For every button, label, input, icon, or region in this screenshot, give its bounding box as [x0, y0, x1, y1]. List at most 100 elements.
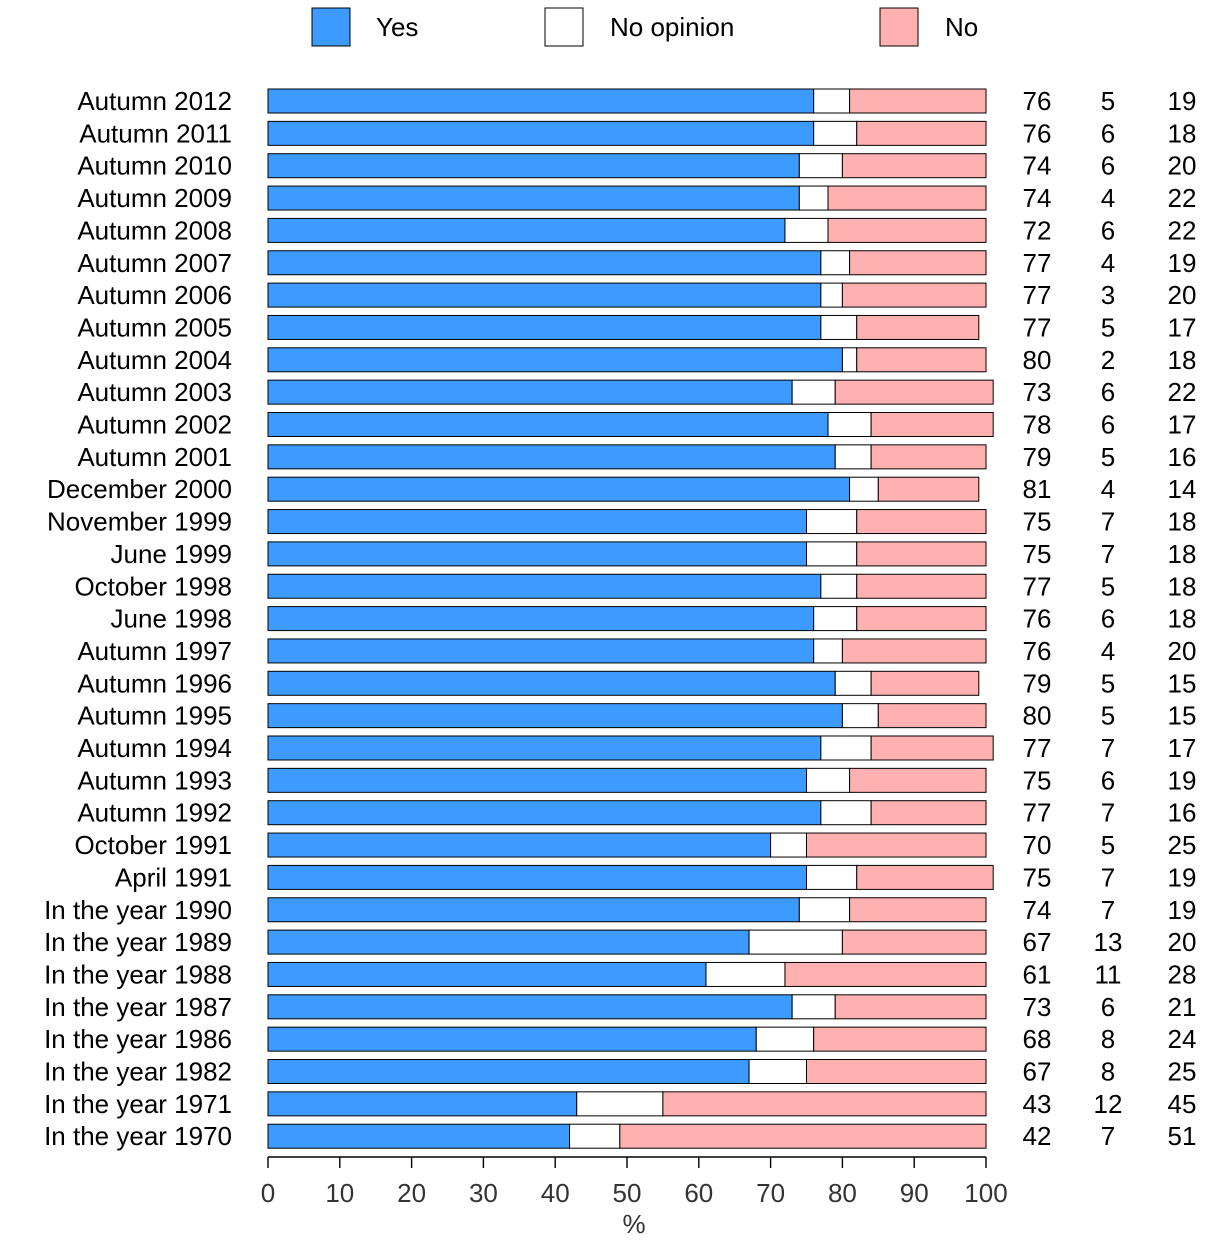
bar-segment [820, 735, 872, 761]
data-label: 5 [1101, 701, 1115, 731]
bar-segment [856, 864, 994, 890]
data-label: 72 [1023, 215, 1052, 245]
data-label: 17 [1168, 733, 1197, 763]
bar-segment [267, 120, 815, 146]
bar-segment [856, 509, 987, 535]
bar-segment [267, 1026, 757, 1052]
data-label: 77 [1023, 571, 1052, 601]
data-label: 7 [1101, 862, 1115, 892]
bar-segment [267, 864, 807, 890]
bar-segment [798, 897, 851, 923]
data-label: 73 [1023, 377, 1052, 407]
category-label: November 1999 [47, 507, 232, 537]
data-label: 16 [1168, 798, 1197, 828]
data-label: 17 [1168, 312, 1197, 342]
category-label: In the year 1970 [44, 1121, 232, 1151]
data-label: 4 [1101, 248, 1115, 278]
data-label: 77 [1023, 248, 1052, 278]
category-label: In the year 1971 [44, 1089, 232, 1119]
category-label: Autumn 2008 [77, 215, 232, 245]
x-tick-label: 90 [900, 1178, 929, 1208]
data-label: 7 [1101, 798, 1115, 828]
bar-segment [834, 670, 872, 696]
data-label: 73 [1023, 992, 1052, 1022]
data-label: 51 [1168, 1121, 1197, 1151]
data-label: 7 [1101, 539, 1115, 569]
category-label: Autumn 1997 [77, 636, 232, 666]
data-label: 75 [1023, 507, 1052, 537]
legend: Yes No opinion No [311, 7, 978, 47]
x-tick-label: 30 [469, 1178, 498, 1208]
bar-segment [267, 994, 793, 1020]
category-label: December 2000 [47, 474, 232, 504]
bar-segment [267, 88, 815, 114]
data-label: 16 [1168, 442, 1197, 472]
bar-segment [267, 735, 822, 761]
data-label: 4 [1101, 183, 1115, 213]
bar-segment [705, 961, 786, 987]
bar-segment [267, 412, 829, 437]
category-label: October 1998 [74, 571, 232, 601]
category-label: Autumn 2006 [77, 280, 232, 310]
data-label: 7 [1101, 1121, 1115, 1151]
bar-segment [870, 670, 980, 696]
bar-segment [820, 573, 858, 599]
data-label: 19 [1168, 248, 1197, 278]
data-label: 77 [1023, 280, 1052, 310]
data-label: 76 [1023, 86, 1052, 116]
x-axis: 0 10 20 30 40 50 60 70 80 90 100 [261, 1156, 1008, 1208]
data-label: 74 [1023, 183, 1052, 213]
bar-segment [841, 347, 858, 373]
data-label: 43 [1023, 1089, 1052, 1119]
category-label: Autumn 2011 [79, 118, 232, 148]
data-label: 21 [1168, 992, 1197, 1022]
bar-segment [267, 703, 843, 729]
data-label: 18 [1168, 345, 1197, 375]
bar-segment [813, 638, 843, 664]
data-label: 20 [1168, 927, 1197, 957]
data-label: 5 [1101, 312, 1115, 342]
bar-segment [798, 185, 829, 211]
data-label: 20 [1168, 280, 1197, 310]
bar-segment [870, 800, 987, 826]
data-label: 5 [1101, 830, 1115, 860]
bar-segment [770, 832, 807, 858]
data-label: 79 [1023, 668, 1052, 698]
bar-segment [267, 606, 815, 632]
data-label: 80 [1023, 345, 1052, 375]
bar-segment [267, 153, 800, 179]
x-tick-label: 80 [828, 1178, 857, 1208]
bar-segment [834, 379, 994, 405]
bar-segment [791, 994, 836, 1020]
bar-segment [806, 1059, 987, 1084]
data-label: 11 [1095, 959, 1122, 989]
bar-segment [267, 638, 815, 664]
data-label: 77 [1023, 798, 1052, 828]
data-label: 6 [1101, 765, 1115, 795]
category-label: October 1991 [74, 830, 232, 860]
data-label: 14 [1168, 474, 1197, 504]
data-label: 15 [1168, 668, 1197, 698]
bar-segment [827, 185, 987, 211]
x-tick-label: 50 [613, 1178, 642, 1208]
bar-segment [856, 541, 987, 567]
data-label: 5 [1101, 442, 1115, 472]
data-label: 28 [1168, 959, 1197, 989]
data-label: 4 [1101, 474, 1115, 504]
data-label: 6 [1101, 215, 1115, 245]
bar-segment [877, 476, 980, 502]
legend-label: No [945, 12, 978, 42]
bar-segment [856, 347, 987, 373]
bar-segment [841, 153, 987, 179]
data-label: 75 [1023, 765, 1052, 795]
x-axis-label: % [622, 1209, 645, 1239]
bar-segment [806, 509, 858, 535]
bar-segment [569, 1123, 621, 1149]
data-label: 75 [1023, 862, 1052, 892]
data-label: 74 [1023, 895, 1052, 925]
data-label: 7 [1101, 733, 1115, 763]
data-label: 76 [1023, 604, 1052, 634]
data-label: 76 [1023, 118, 1052, 148]
category-label: In the year 1987 [44, 992, 232, 1022]
